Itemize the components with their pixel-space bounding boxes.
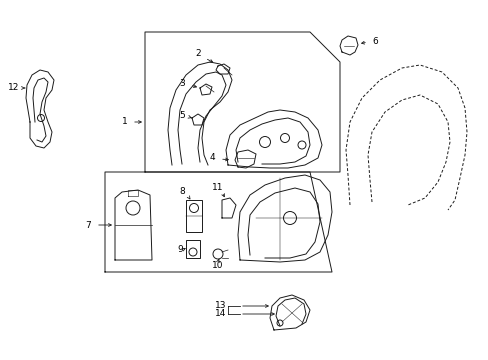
Text: 3: 3 bbox=[179, 80, 184, 89]
Text: 12: 12 bbox=[8, 84, 20, 93]
Bar bbox=[185, 200, 202, 232]
Text: 8: 8 bbox=[179, 188, 184, 197]
Text: 6: 6 bbox=[371, 37, 377, 46]
Text: 13: 13 bbox=[214, 302, 225, 310]
Text: 5: 5 bbox=[179, 112, 184, 121]
Text: 10: 10 bbox=[212, 261, 223, 270]
Bar bbox=[185, 240, 200, 258]
Text: 4: 4 bbox=[209, 153, 214, 162]
Text: 9: 9 bbox=[177, 246, 183, 255]
Text: 11: 11 bbox=[212, 184, 224, 193]
Text: 7: 7 bbox=[85, 220, 91, 230]
Text: 1: 1 bbox=[122, 117, 128, 126]
Text: 14: 14 bbox=[214, 310, 225, 319]
Text: 2: 2 bbox=[195, 49, 201, 58]
